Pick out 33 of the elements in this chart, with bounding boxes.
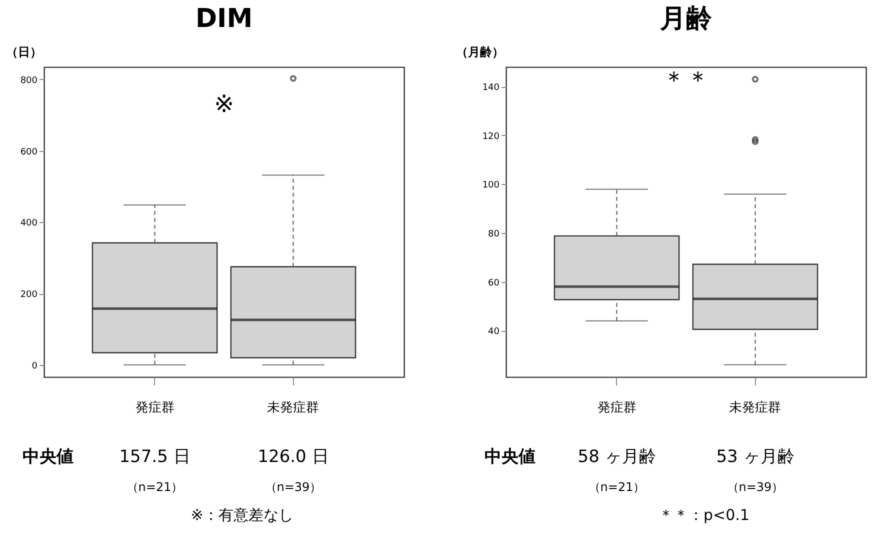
text: （n=21） [588,480,646,494]
chart-title: 月齢 [659,4,713,34]
text: 126.0 日 [258,447,329,467]
y-tick-label: 140 [482,83,500,94]
y-axis-title: （日） [6,45,42,59]
x-tick-label: 未発症群 [267,400,320,416]
x-tick-label: 発症群 [135,400,174,416]
text: ＊＊：p<0.1 [658,506,750,524]
text: 中央値 [22,447,74,467]
x-tick-label: 発症群 [597,400,636,416]
y-tick-label: 800 [20,76,38,86]
text: 58 ヶ月齢 [578,447,656,467]
text: ※：有意差なし [190,506,294,524]
y-tick-label: 120 [482,132,500,142]
text: （n=39） [726,480,784,494]
text: 中央値 [484,447,536,467]
y-tick-label: 60 [488,278,500,288]
text: （n=21） [126,480,184,494]
annotation: ＊＊ [662,66,710,94]
x-tick-label: 未発症群 [729,400,782,416]
text: 53 ヶ月齢 [716,447,794,467]
y-tick-label: 80 [488,229,500,240]
y-tick-label: 400 [20,218,38,229]
text: （n=39） [264,480,322,494]
chart-title: DIM [195,4,253,34]
text: 157.5 日 [119,447,190,467]
y-tick-label: 40 [488,327,500,338]
y-axis-title: （月齢） [456,45,504,59]
y-tick-label: 200 [20,290,38,300]
annotation: ※ [214,90,234,118]
y-tick-label: 600 [20,147,38,158]
y-tick-label: 100 [482,180,500,191]
y-tick-label: 0 [32,361,38,372]
